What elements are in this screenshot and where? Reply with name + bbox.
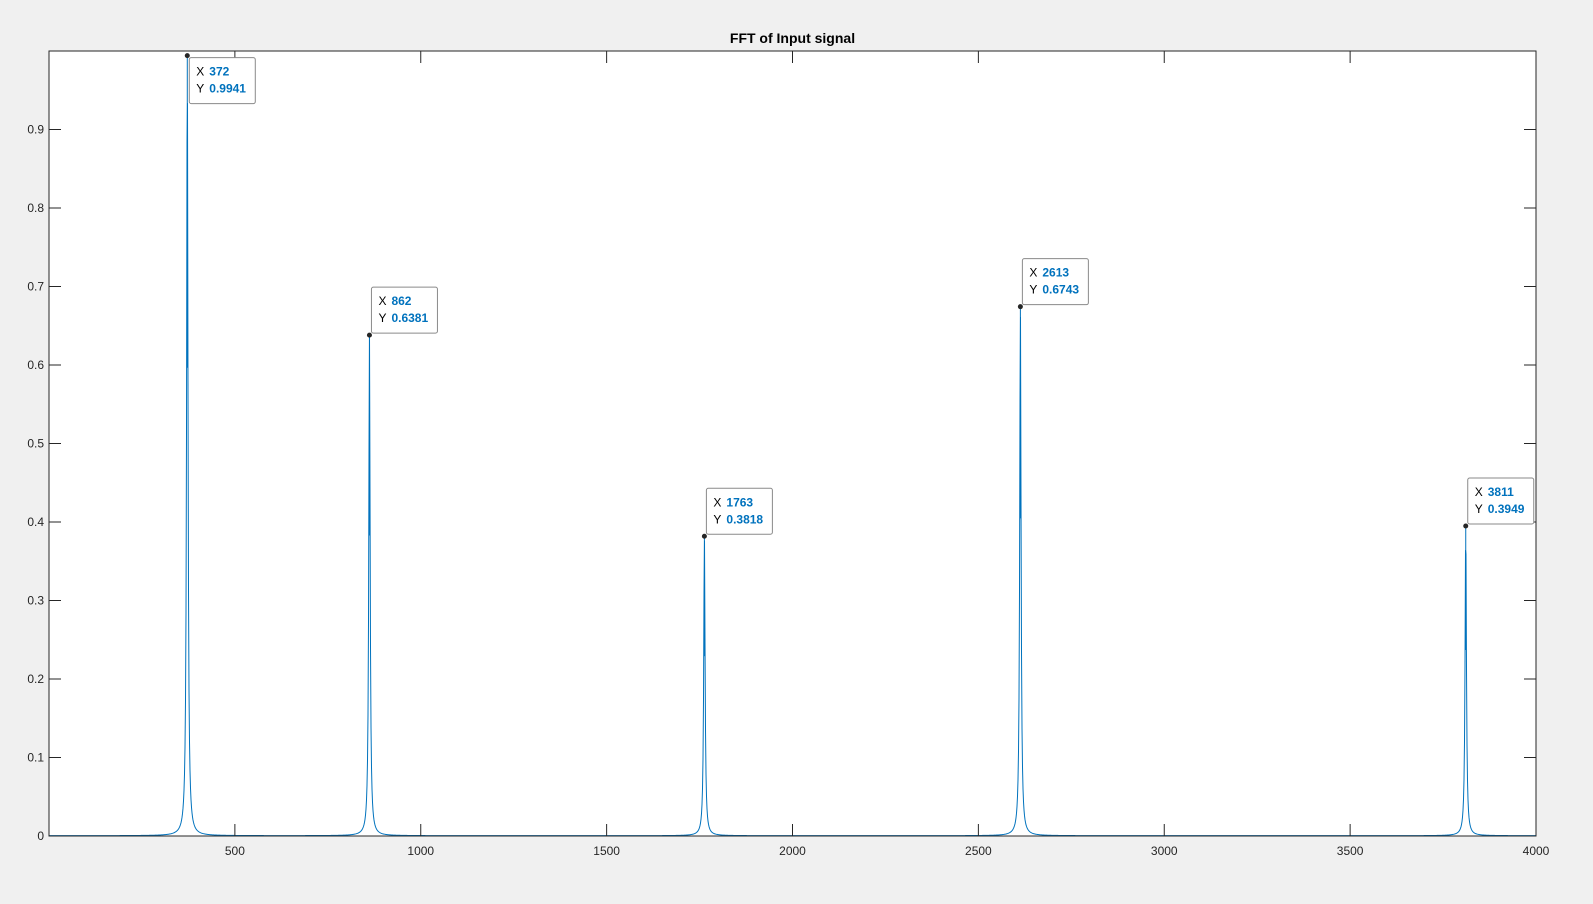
datatip-x-value: 372 <box>209 65 229 79</box>
datatip-x-key: X <box>1475 485 1483 499</box>
datatip-box <box>1021 258 1089 306</box>
datatip-y-value: 0.6743 <box>1042 283 1079 297</box>
y-tick-label: 0.3 <box>27 594 44 608</box>
datatip-box <box>705 487 773 535</box>
y-tick-label: 0.6 <box>27 358 44 372</box>
y-tick-label: 0 <box>37 829 44 843</box>
datatip[interactable]: X 372 Y 0.9941 <box>184 53 256 105</box>
y-tick-label: 0.7 <box>27 280 44 294</box>
ticks-layer: 500 1000 1500 2000 2500 3000 3500 4000 0 0.1 0.2 0.… <box>27 51 1550 858</box>
datatip-marker[interactable] <box>184 53 190 59</box>
y-tick-label: 0.5 <box>27 437 44 451</box>
datatip-y-key: Y <box>196 82 204 96</box>
axes-box <box>48 50 1537 837</box>
datatip-box <box>1467 477 1535 525</box>
datatip-x-value: 2613 <box>1042 266 1069 280</box>
datatip[interactable]: X 1763 Y 0.3818 <box>701 487 773 539</box>
x-tick-label: 1500 <box>593 844 620 858</box>
datatip-y-value: 0.9941 <box>209 82 246 96</box>
datatip[interactable]: X 2613 Y 0.6743 <box>1017 258 1089 310</box>
datatip-marker[interactable] <box>1463 523 1469 529</box>
datatip-y-value: 0.6381 <box>391 311 428 325</box>
datatip-x-key: X <box>196 65 204 79</box>
x-tick-label: 4000 <box>1523 844 1550 858</box>
datatip[interactable]: X 3811 Y 0.3949 <box>1463 477 1535 529</box>
y-tick-label: 0.1 <box>27 751 44 765</box>
datatip-marker[interactable] <box>366 332 372 338</box>
datatips-layer: X 372 Y 0.9941 X 862 Y 0.6381 X 1763 Y 0.3818 X 2613 Y… <box>184 53 1535 539</box>
y-tick-label: 0.8 <box>27 201 44 215</box>
datatip-x-key: X <box>1029 266 1037 280</box>
chart-title: FFT of Input signal <box>730 30 855 46</box>
datatip-x-value: 3811 <box>1488 485 1514 499</box>
datatip-y-value: 0.3818 <box>726 512 763 526</box>
datatip-box <box>188 57 256 105</box>
datatip-x-key: X <box>378 294 386 308</box>
datatip-marker[interactable] <box>1017 304 1023 310</box>
datatip-marker[interactable] <box>701 533 707 539</box>
datatip-x-key: X <box>713 495 721 509</box>
x-tick-label: 3000 <box>1151 844 1178 858</box>
axes-background <box>49 51 1536 836</box>
datatip-x-value: 1763 <box>726 495 753 509</box>
y-tick-label: 0.4 <box>27 515 44 529</box>
x-tick-label: 1000 <box>407 844 434 858</box>
y-tick-label: 0.9 <box>27 123 44 137</box>
y-tick-label: 0.2 <box>27 672 44 686</box>
datatip[interactable]: X 862 Y 0.6381 <box>366 286 438 338</box>
datatip-box <box>370 286 438 334</box>
datatip-y-key: Y <box>713 512 721 526</box>
datatip-y-value: 0.3949 <box>1488 502 1525 516</box>
datatip-y-key: Y <box>378 311 386 325</box>
x-tick-label: 2500 <box>965 844 992 858</box>
datatip-y-key: Y <box>1029 283 1037 297</box>
x-tick-label: 3500 <box>1337 844 1364 858</box>
x-tick-label: 500 <box>225 844 245 858</box>
datatip-x-value: 862 <box>391 294 411 308</box>
x-tick-label: 2000 <box>779 844 806 858</box>
datatip-y-key: Y <box>1475 502 1483 516</box>
